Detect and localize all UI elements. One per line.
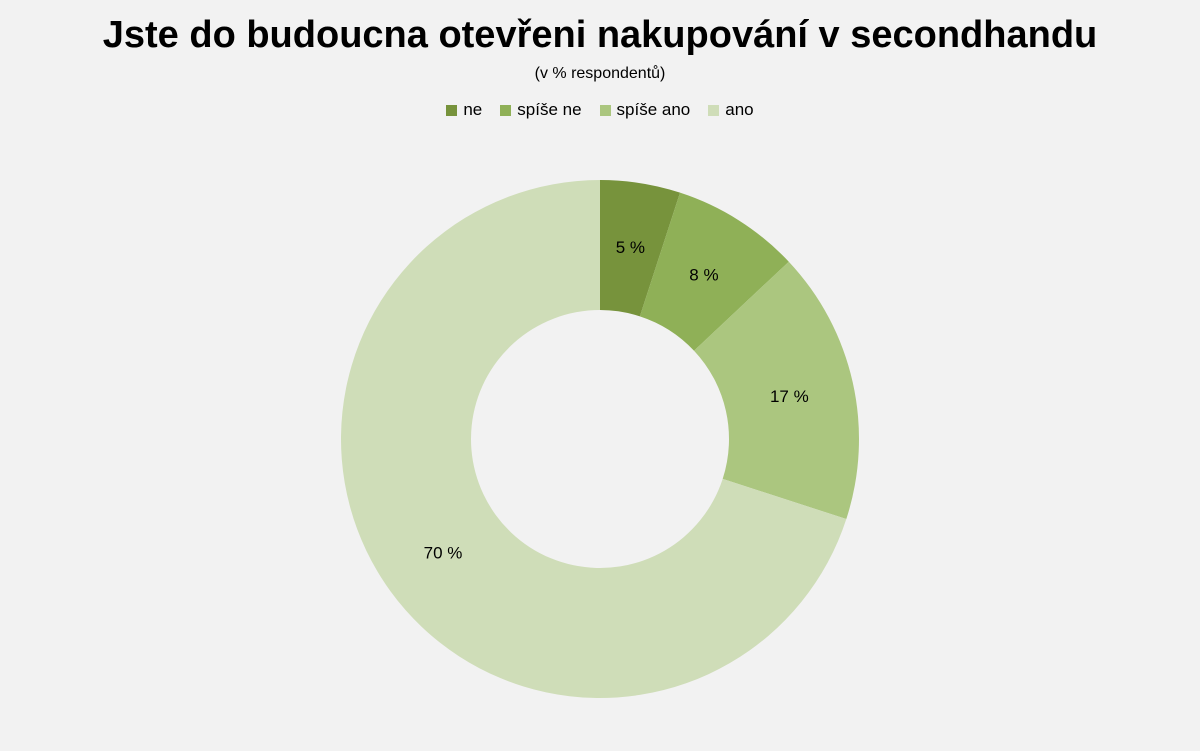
- legend-swatch-ano: [708, 104, 720, 116]
- data-label-spise-ne: 8 %: [689, 266, 718, 285]
- legend-item-spise-ne: spíše ne: [500, 100, 582, 120]
- legend-label-spise-ne: spíše ne: [517, 100, 582, 119]
- chart-subtitle: (v % respondentů): [534, 65, 666, 82]
- legend-item-ano: ano: [708, 100, 754, 120]
- legend-label-spise-ano: spíše ano: [616, 100, 691, 119]
- legend-label-ano: ano: [725, 100, 754, 119]
- donut-slice-ano: [341, 179, 847, 698]
- data-label-ne: 5 %: [616, 238, 645, 257]
- data-label-ano: 70 %: [424, 544, 463, 563]
- chart-legend: ne spíše ne spíše ano ano: [0, 100, 1200, 120]
- legend-item-spise-ano: spíše ano: [599, 100, 691, 120]
- donut-slice-spise-ano: [694, 261, 859, 520]
- legend-swatch-ne: [446, 104, 458, 116]
- legend-item-ne: ne: [446, 100, 482, 120]
- legend-label-ne: ne: [463, 100, 483, 119]
- legend-swatch-spise-ne: [500, 104, 512, 116]
- legend-swatch-spise-ano: [599, 104, 611, 116]
- donut-slice-spise-ne: [639, 192, 789, 351]
- donut-slice-ne: [600, 180, 681, 317]
- chart-title: Jste do budoucna otevřeni nakupování v s…: [102, 14, 1098, 56]
- data-label-spise-ano: 17 %: [770, 387, 809, 406]
